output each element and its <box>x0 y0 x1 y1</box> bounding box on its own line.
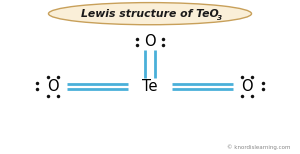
Text: 3: 3 <box>217 15 222 21</box>
Text: Lewis structure of TeO: Lewis structure of TeO <box>81 9 219 19</box>
Text: © knordislearning.com: © knordislearning.com <box>227 145 290 150</box>
Text: O: O <box>241 79 253 94</box>
Text: Te: Te <box>142 79 158 94</box>
Ellipse shape <box>49 3 251 25</box>
Text: O: O <box>144 34 156 49</box>
Text: O: O <box>47 79 59 94</box>
